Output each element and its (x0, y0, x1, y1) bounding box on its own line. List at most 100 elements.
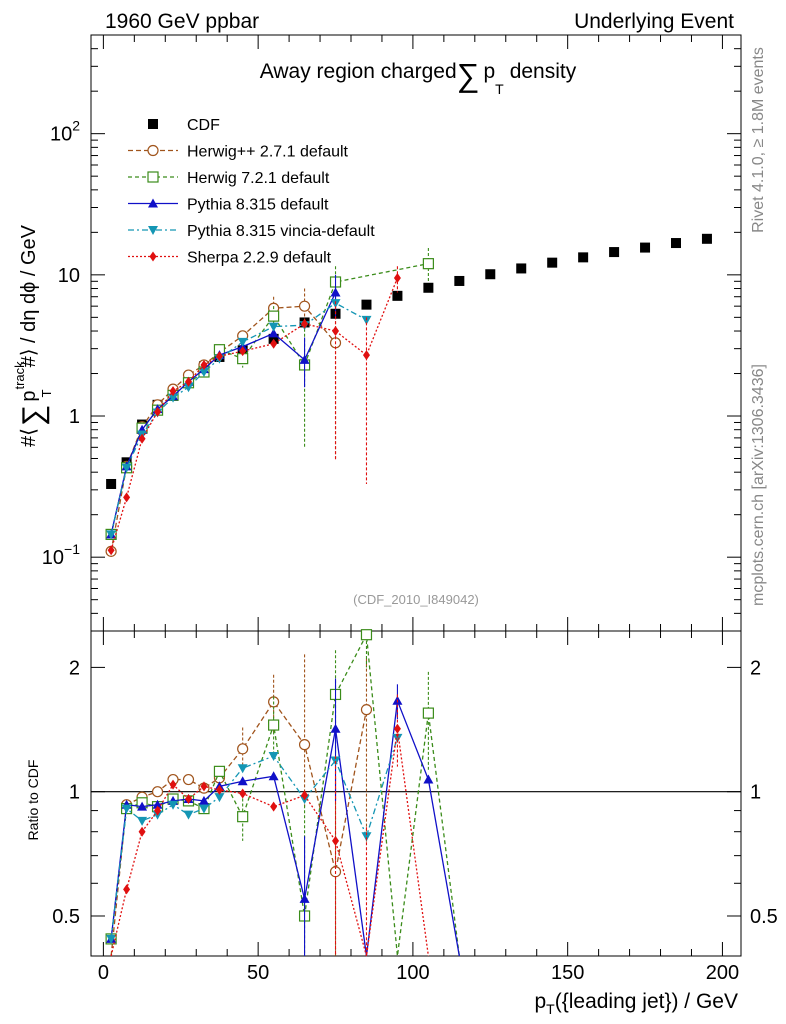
data-point (298, 300, 311, 312)
x-tick-label: 0 (98, 962, 109, 984)
data-point (268, 719, 280, 731)
data-point (106, 530, 117, 540)
series-herwig-7-2-1-default (105, 247, 434, 541)
ratio-tick-labels: 0.5 0.5 1 1 2 2 0 50 100 150 200 (52, 657, 778, 984)
data-point (268, 310, 280, 322)
series-cdf (106, 233, 712, 489)
data-point (454, 275, 465, 286)
data-point (239, 788, 247, 799)
data-point (137, 801, 148, 811)
data-point (198, 795, 209, 805)
data-point (121, 804, 132, 814)
main-panel: 10−1 1 10 102 Away region charged∑ pTdensity… (12, 34, 742, 632)
data-point (200, 781, 208, 792)
data-point (270, 801, 278, 812)
data-point (106, 934, 117, 944)
y-tick-label: 10 (58, 265, 80, 287)
ratio-series (105, 629, 460, 957)
data-point (360, 704, 373, 716)
series-pythia-8-315-default (106, 678, 460, 957)
data-point (640, 242, 651, 253)
data-point (578, 252, 589, 263)
data-point (423, 774, 434, 784)
series-line (110, 737, 399, 939)
legend-label: CDF (187, 117, 220, 134)
data-point (183, 383, 194, 393)
data-point (185, 794, 192, 805)
data-point (215, 351, 223, 362)
data-point (298, 739, 311, 751)
x-tick-label: 200 (706, 962, 739, 984)
ratio-y-axis-label: Ratio to CDF (25, 760, 41, 841)
ratio-y-tick-label: 2 (69, 657, 80, 679)
data-point (200, 359, 208, 370)
analysis-id: (CDF_2010_I849042) (353, 592, 479, 607)
legend-marker (149, 251, 157, 262)
legend-marker (148, 119, 158, 129)
x-axis-label: pT({leading jet}) / GeV (534, 990, 738, 1017)
legend-item: Sherpa 2.2.9 default (128, 250, 332, 267)
data-point (237, 811, 249, 823)
ratio-ticks (91, 631, 741, 957)
data-point (237, 337, 248, 347)
main-series (105, 233, 712, 557)
y-tick-label: 102 (50, 118, 80, 146)
data-point (701, 233, 712, 244)
x-tick-label: 50 (247, 962, 269, 984)
data-point (268, 752, 279, 762)
data-point (106, 478, 117, 489)
data-point (168, 393, 179, 403)
legend-label: Sherpa 2.2.9 default (187, 250, 332, 267)
data-point (168, 800, 179, 810)
rivet-version-label: Rivet 4.1.0, ≥ 1.8M events (750, 47, 767, 233)
data-point (169, 779, 177, 790)
legend-marker (147, 171, 159, 183)
data-point (214, 793, 225, 803)
ratio-y-tick-label-right: 2 (750, 657, 761, 679)
data-point (213, 765, 226, 777)
data-point (137, 816, 148, 826)
data-point (301, 790, 309, 801)
data-point (198, 804, 209, 814)
series-pythia-8-315-vincia-default (106, 733, 403, 944)
data-point (423, 282, 434, 293)
main-y-tick-labels: 10−1 1 10 102 (42, 118, 80, 570)
header-left: 1960 GeV ppbar (105, 10, 259, 33)
data-point (332, 835, 340, 846)
legend-label: Pythia 8.315 vincia-default (187, 223, 375, 240)
ratio-y-tick-label-right: 1 (750, 782, 761, 804)
data-point (332, 326, 340, 337)
series-line (110, 277, 399, 551)
data-point (361, 299, 372, 310)
legend-label: Pythia 8.315 default (187, 197, 329, 214)
series-line (110, 632, 460, 957)
ratio-panel: 0.5 0.5 1 1 2 2 0 50 100 150 200 Ratio to CDF pT({… (25, 629, 778, 1017)
data-point (123, 884, 131, 895)
data-point (485, 269, 496, 280)
legend-item: CDF (148, 117, 220, 134)
legend-item: Herwig 7.2.1 default (128, 170, 330, 187)
data-point (330, 287, 341, 297)
data-point (151, 786, 164, 798)
legend: CDF Herwig++ 2.7.1 default Herwig 7.2.1 de… (128, 117, 375, 267)
ratio-y-tick-label: 1 (69, 782, 80, 804)
data-point (152, 799, 163, 809)
data-point (268, 322, 279, 332)
series-sherpa-2-2-9-default (110, 694, 430, 957)
legend-marker (147, 144, 159, 157)
data-point (392, 290, 403, 301)
data-point (268, 328, 279, 338)
data-point (154, 406, 162, 417)
data-point (547, 257, 558, 268)
main-ticks (91, 34, 741, 632)
data-point (362, 350, 370, 361)
data-point (198, 368, 209, 378)
ratio-y-tick-label-right: 0.5 (750, 906, 778, 928)
data-point (422, 258, 434, 270)
data-point (107, 545, 115, 556)
data-point (361, 315, 372, 325)
ratio-frame (90, 630, 742, 957)
y-tick-label: 1 (69, 406, 80, 428)
legend-item: Pythia 8.315 vincia-default (128, 223, 375, 240)
